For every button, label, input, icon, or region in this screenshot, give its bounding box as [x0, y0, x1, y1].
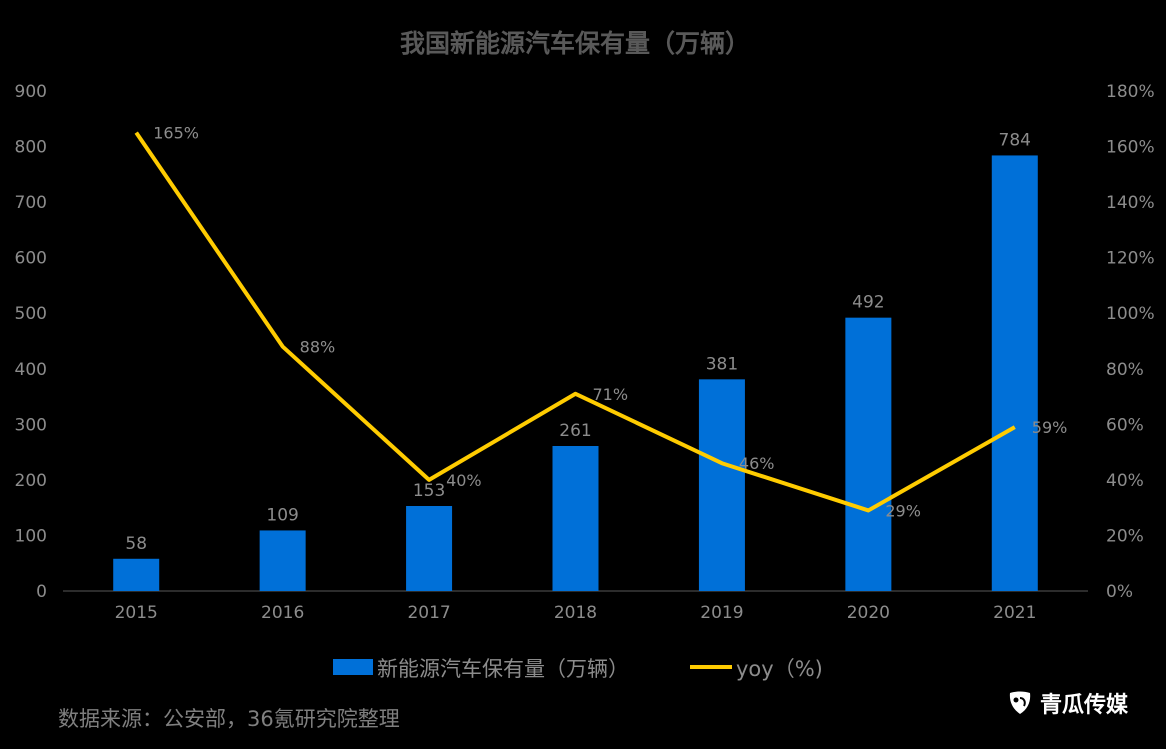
line-value-label: 40% — [446, 471, 482, 490]
brand-watermark: 青瓜传媒 — [1006, 687, 1128, 719]
bar-value-label: 381 — [706, 354, 738, 374]
bar — [845, 317, 892, 591]
left-y-tick-label: 200 — [15, 471, 47, 491]
left-y-tick-label: 800 — [15, 138, 47, 158]
right-y-tick-label: 80% — [1106, 360, 1144, 380]
line-value-label: 59% — [1032, 418, 1068, 437]
line-value-label: 46% — [739, 454, 775, 473]
left-y-tick-label: 300 — [15, 415, 47, 435]
x-tick-label: 2018 — [554, 603, 597, 623]
x-tick-label: 2019 — [700, 603, 743, 623]
bar-data-labels: 58 109 153 261 381 492 784 — [125, 130, 1031, 553]
brand-name: 青瓜传媒 — [1040, 693, 1129, 718]
x-tick-label: 2020 — [847, 603, 890, 623]
bar — [406, 506, 453, 591]
x-axis: 2015 2016 2017 2018 2019 2020 2021 — [115, 603, 1037, 623]
bar-series — [113, 155, 1038, 591]
line-value-label: 165% — [153, 124, 199, 143]
line-data-labels: 165% 88% 40% 71% 46% 29% 59% — [153, 124, 1067, 521]
chart-legend: 新能源汽车保有量（万辆） yoy（%) — [333, 657, 823, 681]
bar-value-label: 153 — [413, 481, 445, 501]
bar — [991, 155, 1038, 591]
yoy-line-series — [134, 131, 1016, 513]
bar-value-label: 58 — [125, 534, 147, 554]
right-y-tick-label: 0% — [1106, 582, 1133, 602]
bar-value-label: 492 — [852, 293, 884, 313]
legend-bar-swatch — [333, 659, 373, 675]
x-tick-label: 2017 — [407, 603, 450, 623]
bar-value-label: 261 — [559, 421, 591, 441]
left-y-tick-label: 700 — [15, 193, 47, 213]
right-y-tick-label: 60% — [1106, 415, 1144, 435]
source-note: 数据来源：公安部，36氪研究院整理 — [58, 707, 400, 731]
bar-value-label: 784 — [999, 130, 1031, 150]
left-y-axis: 0 100 200 300 400 500 600 700 800 900 — [15, 82, 47, 602]
line-value-label: 29% — [885, 501, 921, 520]
right-y-tick-label: 100% — [1106, 304, 1155, 324]
right-y-tick-label: 140% — [1106, 193, 1155, 213]
right-y-tick-label: 40% — [1106, 471, 1144, 491]
x-tick-label: 2021 — [993, 603, 1036, 623]
left-y-tick-label: 500 — [15, 304, 47, 324]
line-value-label: 71% — [593, 385, 629, 404]
left-y-tick-label: 100 — [15, 526, 47, 546]
left-y-tick-label: 400 — [15, 360, 47, 380]
qinggua-logo-icon — [1009, 691, 1031, 714]
right-y-tick-label: 180% — [1106, 82, 1155, 102]
legend-bar-label: 新能源汽车保有量（万辆） — [377, 657, 629, 681]
right-y-tick-label: 160% — [1106, 138, 1155, 158]
x-tick-label: 2015 — [115, 603, 158, 623]
bar — [552, 446, 599, 591]
bar — [698, 379, 745, 591]
left-y-tick-label: 0 — [36, 582, 47, 602]
right-y-tick-label: 20% — [1106, 526, 1144, 546]
line-value-label: 88% — [300, 338, 336, 357]
left-y-tick-label: 900 — [15, 82, 47, 102]
bar — [259, 530, 306, 591]
legend-line-label: yoy（%) — [736, 657, 823, 681]
right-y-axis: 0% 20% 40% 60% 80% 100% 120% 140% 160% 180% — [1106, 82, 1155, 602]
x-tick-label: 2016 — [261, 603, 304, 623]
bar-value-label: 109 — [266, 505, 298, 525]
left-y-tick-label: 600 — [15, 249, 47, 269]
right-y-tick-label: 120% — [1106, 249, 1155, 269]
bar — [113, 558, 160, 591]
chart-title: 我国新能源汽车保有量（万辆） — [400, 29, 750, 58]
